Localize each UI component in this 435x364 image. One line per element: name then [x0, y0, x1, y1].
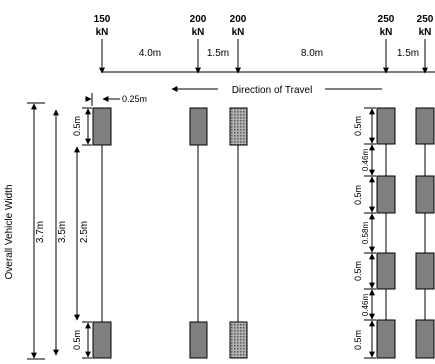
axle-5: [415, 107, 435, 359]
axle-4: [376, 107, 396, 359]
dual-value-gap1: 0.46m: [361, 149, 370, 172]
load-value-axle-2: 200: [190, 14, 207, 25]
spacing-label-2-3: 1.5m: [207, 48, 229, 59]
axle-1: [92, 107, 112, 359]
dual-value-gap2: 0.58m: [361, 222, 370, 245]
spacing-label-4-5: 1.5m: [397, 48, 419, 59]
direction-label: Direction of Travel: [232, 85, 313, 96]
axle-2: [189, 107, 208, 359]
overall-width-label: Overall Vehicle Width: [4, 184, 15, 279]
dual-value-w4: 0.5m: [353, 330, 363, 350]
dual-value-gap3: 0.46m: [361, 294, 370, 317]
spacing-label-1-2: 4.0m: [139, 48, 161, 59]
wheel-top-value: 0.5m: [72, 116, 82, 136]
load-value-axle-4: 250: [378, 14, 395, 25]
load-label-axle-2: 200 kN: [190, 14, 207, 38]
overall-width-value: 3.7m: [35, 221, 46, 243]
load-label-axle-3: 200 kN: [230, 14, 247, 38]
load-label-axle-4: 250 kN: [378, 14, 395, 38]
dual-value-w3: 0.5m: [353, 261, 363, 281]
axle-5-wheel-4: [415, 319, 435, 359]
axle-4-wheel-2: [376, 175, 396, 214]
dual-value-w2: 0.5m: [353, 185, 363, 205]
axle-4-wheel-1: [376, 107, 396, 145]
load-unit-axle-3: kN: [232, 27, 245, 38]
wheel-bottom-value: 0.5m: [72, 330, 82, 350]
axle-2-wheel-top: [189, 107, 208, 146]
axle-5-wheel-2: [415, 175, 435, 214]
spacing-label-3-4: 8.0m: [301, 48, 323, 59]
axle-1-wheel-top: [92, 107, 112, 146]
axle-4-wheel-3: [376, 252, 396, 290]
axle-2-wheel-bottom: [189, 321, 208, 359]
axle-3-wheel-bottom: [229, 321, 248, 359]
load-value-axle-1: 150: [94, 14, 111, 25]
load-label-axle-5: 250 kN: [417, 14, 434, 38]
axle-1-wheel-bottom: [92, 321, 112, 359]
dual-value-w1: 0.5m: [353, 116, 363, 136]
load-unit-axle-4: kN: [380, 27, 393, 38]
axle-3-wheel-top: [229, 107, 248, 146]
axle-5-wheel-3: [415, 252, 435, 290]
load-unit-axle-5: kN: [419, 27, 432, 38]
load-value-axle-5: 250: [417, 14, 434, 25]
offset-value: 0.25m: [122, 94, 147, 104]
axle-4-wheel-4: [376, 319, 396, 359]
axle-5-wheel-1: [415, 107, 435, 145]
load-unit-axle-2: kN: [192, 27, 205, 38]
inner-width-value: 3.5m: [57, 221, 68, 243]
axle-3: [229, 107, 248, 359]
track-width-value: 2.5m: [79, 221, 90, 243]
load-value-axle-3: 200: [230, 14, 247, 25]
load-unit-axle-1: kN: [96, 27, 109, 38]
load-label-axle-1: 150 kN: [94, 14, 111, 38]
